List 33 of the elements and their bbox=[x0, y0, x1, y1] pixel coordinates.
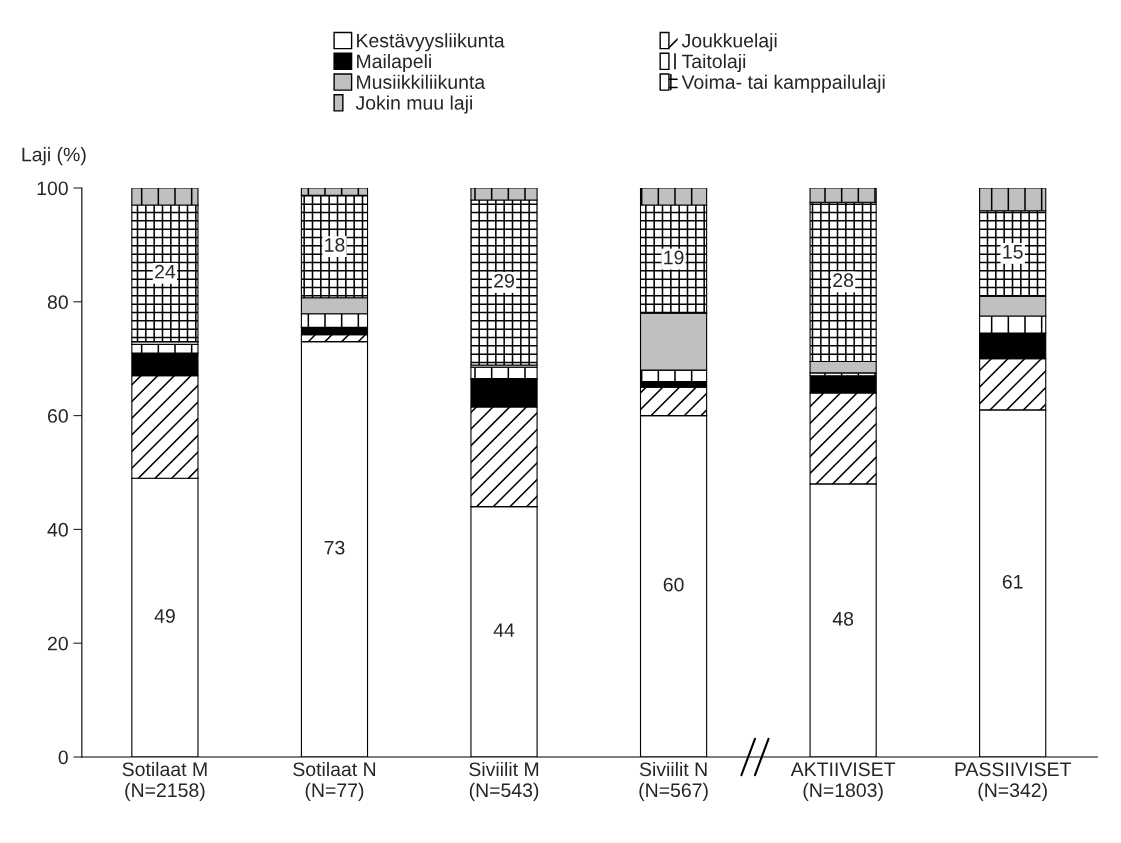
y-axis-title: Laji (%) bbox=[22, 147, 86, 166]
legend-label: Taitolaji bbox=[682, 53, 746, 73]
legend-label: Kestävyysliikunta bbox=[357, 33, 505, 52]
y-tick-label: 40 bbox=[47, 522, 68, 537]
legend-label: Voima- tai kamppailulaji bbox=[681, 74, 885, 93]
data-label: 48 bbox=[832, 611, 854, 626]
legend-label: Musiikkiliikunta bbox=[357, 74, 486, 89]
data-label: 44 bbox=[493, 623, 515, 637]
data-label: 19 bbox=[664, 250, 684, 265]
data-label: 28 bbox=[833, 273, 854, 288]
data-label: 18 bbox=[325, 238, 345, 252]
y-tick-label: 20 bbox=[47, 636, 68, 651]
data-label: 49 bbox=[154, 609, 175, 623]
bar bbox=[300, 297, 369, 315]
x-tick-label: PASSIIVISET (N=342) bbox=[955, 762, 1071, 801]
data-label: 24 bbox=[155, 264, 176, 279]
x-tick-label: Sotilaat M (N=2158) bbox=[122, 761, 207, 801]
data-label: 15 bbox=[1003, 245, 1023, 259]
data-label: 61 bbox=[1002, 574, 1023, 589]
x-tick-label: Siviilit N (N=567) bbox=[639, 761, 708, 801]
legend-label: Mailapeli bbox=[357, 53, 431, 73]
data-label: 73 bbox=[324, 540, 345, 555]
x-tick-label: Siviilit M (N=543) bbox=[469, 761, 539, 801]
x-tick-label: Sotilaat N (N=77) bbox=[293, 761, 376, 801]
y-tick-label: 100 bbox=[37, 181, 68, 196]
y-tick-label: 0 bbox=[58, 750, 68, 765]
data-label: 29 bbox=[494, 273, 514, 288]
legend-label: Joukkuelaji bbox=[681, 33, 777, 52]
y-tick-label: 80 bbox=[47, 295, 68, 310]
data-label: 60 bbox=[663, 577, 684, 592]
legend-label: Jokin muu laji bbox=[355, 95, 472, 114]
y-tick-label: 60 bbox=[48, 409, 68, 423]
x-tick-label: AKTIIVISET (N=1803) bbox=[790, 762, 896, 801]
